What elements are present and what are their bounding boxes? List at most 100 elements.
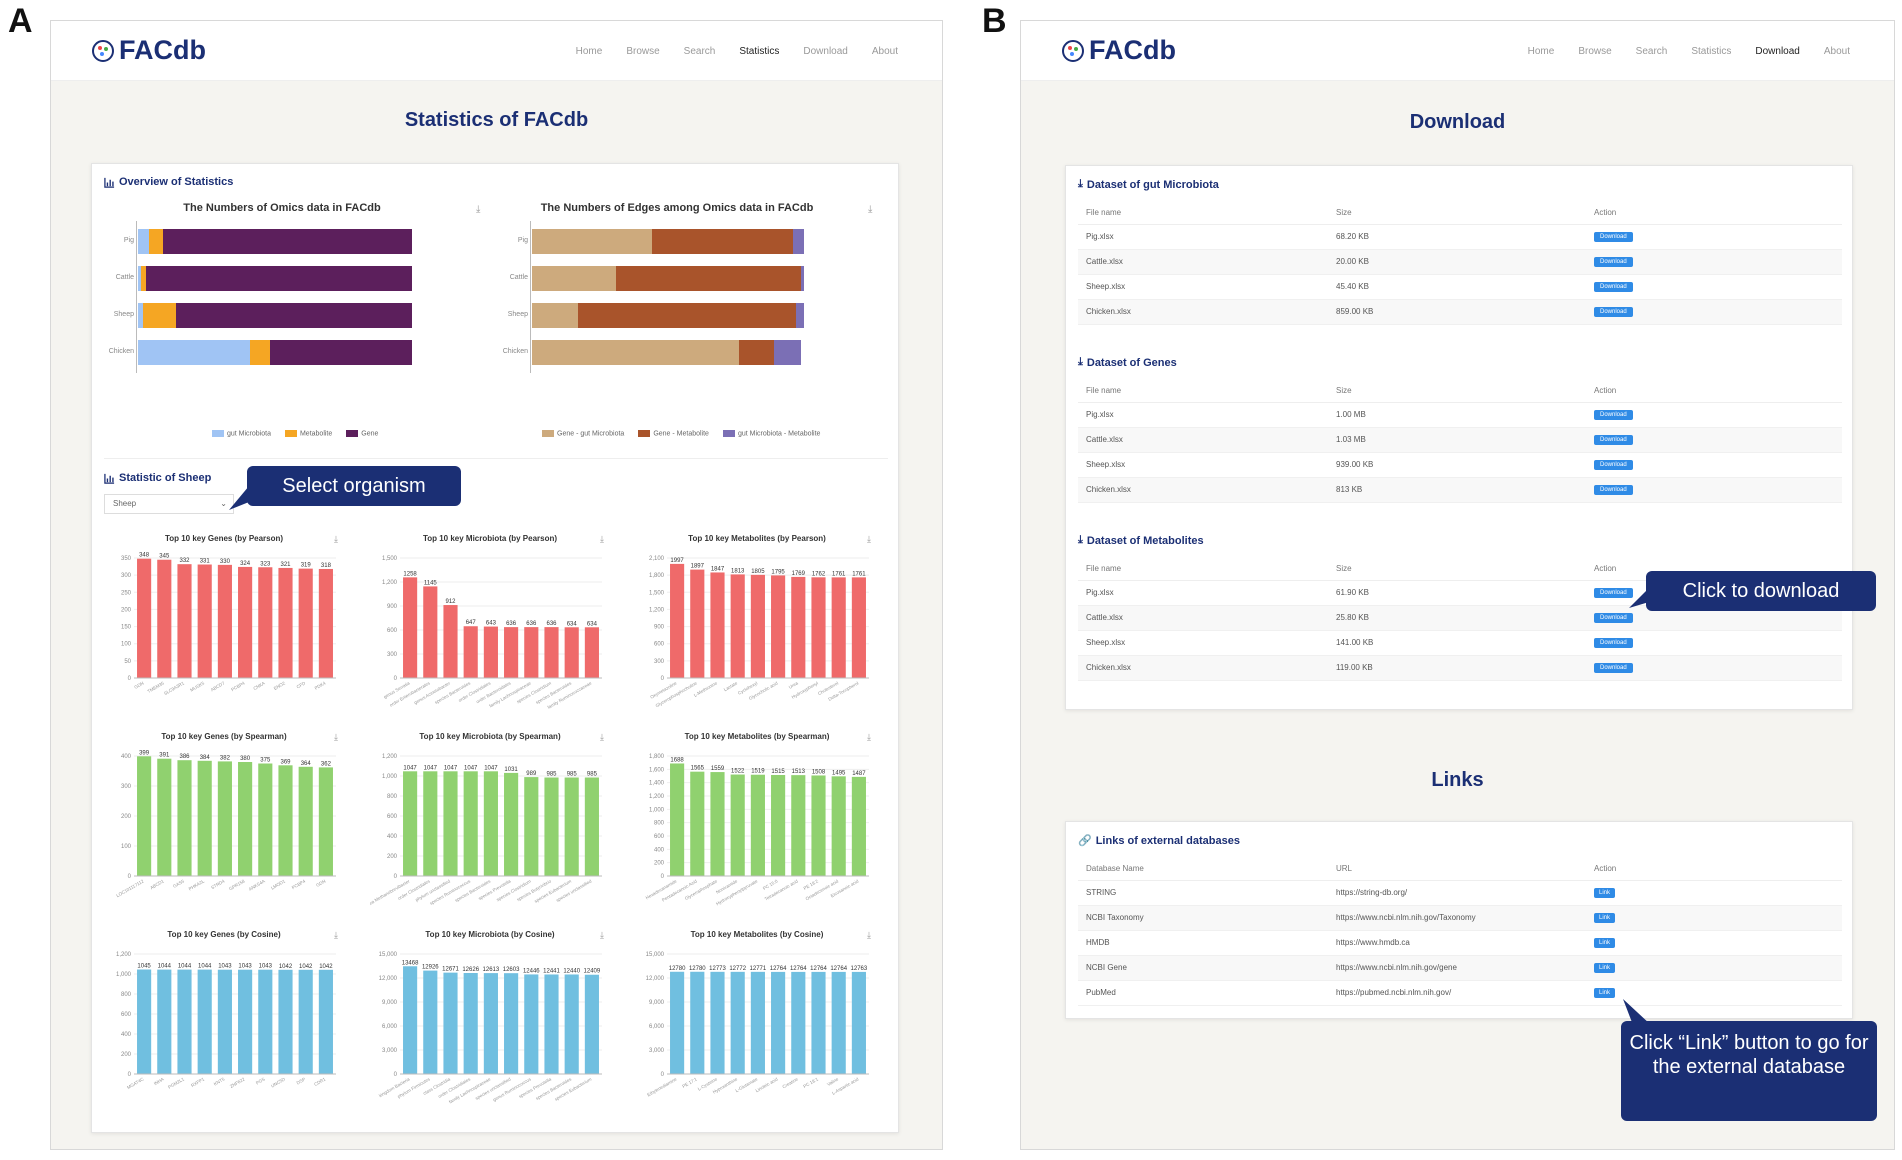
download-icon[interactable]: ⤓ [868,204,873,215]
legend-item: Gene - Metabolite [638,430,709,437]
bar-value-label: 643 [486,621,497,627]
y-tick-label: 0 [394,874,398,880]
bar-segment [651,229,794,254]
callout-select-organism: Select organism [247,466,461,506]
download-button[interactable]: Download [1594,613,1633,623]
y-tick-label: 800 [121,992,132,998]
download-icon[interactable]: ⤓ [600,534,604,544]
bar [318,767,333,876]
bar [298,969,313,1074]
bar-value-label: 634 [567,621,578,627]
download-button[interactable]: Download [1594,282,1633,292]
bar [463,972,478,1074]
nav-download[interactable]: Download [803,46,848,57]
bar-value-label: 1515 [771,769,785,775]
link-button[interactable]: Link [1594,888,1616,898]
axis-line [136,221,137,373]
bar [483,771,498,876]
bar [690,971,705,1074]
download-button[interactable]: Download [1594,232,1633,242]
link-button[interactable]: Link [1594,913,1616,923]
bar-value-label: 636 [506,621,517,627]
legend-item: Gene [346,430,378,437]
top-navbar: FACdb Home Browse Search Statistics Down… [1021,21,1894,81]
mini-chart-svg: 0 200 400 600 800 1,000 1,200 1045 MGAT4C 1044 INH… [116,952,336,1090]
nav-browse[interactable]: Browse [626,46,660,57]
download-button[interactable]: Download [1594,460,1633,470]
download-button[interactable]: Download [1594,588,1633,598]
y-tick-label: 100 [121,642,132,648]
bar-segment [176,303,412,328]
bar [423,586,438,678]
nav-statistics[interactable]: Statistics [1691,46,1732,57]
y-tick-label: 600 [121,1012,132,1018]
bar-value-label: 12780 [689,966,706,972]
table-cell: Download [1586,249,1842,275]
bar-value-label: 985 [546,772,557,778]
table-row: Chicken.xlsx 813 KB Download [1078,477,1842,503]
organism-select[interactable]: Sheep ⌄ [104,494,234,514]
stacked-bar [138,266,412,291]
download-icon[interactable]: ⤓ [600,930,604,940]
table-cell: Link [1586,880,1842,906]
download-icon[interactable]: ⤓ [334,534,338,544]
link-button[interactable]: Link [1594,963,1616,973]
y-tick-label: 0 [128,676,132,682]
download-button[interactable]: Download [1594,663,1633,673]
stacked-bar [532,340,804,365]
nav-statistics[interactable]: Statistics [739,46,780,57]
bar [791,971,806,1074]
table-row: Chicken.xlsx 859.00 KB Download [1078,299,1842,325]
x-tick-label: INHA [153,1077,165,1087]
nav-home[interactable]: Home [1527,46,1555,57]
y-tick-label: 200 [387,854,398,860]
bar-value-label: 12626 [462,967,479,973]
nav-search[interactable]: Search [1635,46,1668,57]
download-icon[interactable]: ⤓ [867,534,871,544]
logo[interactable]: FACdb [1061,35,1176,66]
column-header: Action [1586,202,1842,225]
download-button[interactable]: Download [1594,435,1633,445]
logo[interactable]: FACdb [91,35,206,66]
bar [137,969,152,1074]
bar-value-label: 1044 [198,964,212,970]
y-tick-label: 400 [654,847,665,853]
bar-value-label: 380 [240,756,251,762]
link-button[interactable]: Link [1594,988,1616,998]
download-icon[interactable]: ⤓ [867,732,871,742]
download-button[interactable]: Download [1594,257,1633,267]
download-button[interactable]: Download [1594,638,1633,648]
download-icon[interactable]: ⤓ [867,930,871,940]
bar-value-label: 1042 [299,964,313,970]
download-button[interactable]: Download [1594,485,1633,495]
download-button[interactable]: Download [1594,307,1633,317]
nav-about[interactable]: About [1823,46,1850,57]
download-icon[interactable]: ⤓ [334,732,338,742]
download-button[interactable]: Download [1594,410,1633,420]
bar-value-label: 12671 [442,967,459,973]
download-icon[interactable]: ⤓ [334,930,338,940]
nav-browse[interactable]: Browse [1578,46,1612,57]
table-cell: Pig.xlsx [1078,402,1328,428]
nav-home[interactable]: Home [575,46,603,57]
nav-download[interactable]: Download [1755,46,1800,57]
row-label: Pig [123,237,134,244]
x-tick-label: LMOD1 [270,878,286,890]
y-tick-label: 12,000 [646,976,665,982]
download-icon[interactable]: ⤓ [600,732,604,742]
nav-search[interactable]: Search [683,46,716,57]
nav-about[interactable]: About [871,46,898,57]
bar-value-label: 12772 [729,966,746,972]
bar [710,772,725,876]
mini-bar-chart: Top 10 key Microbiota (by Spearman) ⤓ 0 200… [370,732,610,922]
y-tick-label: 300 [121,784,132,790]
link-button[interactable]: Link [1594,938,1616,948]
bar [584,974,599,1074]
bar-value-label: 345 [159,554,170,560]
bar-segment [616,266,802,291]
x-tick-label: ZNF622 [229,1076,246,1089]
col-action: Action [1586,858,1842,881]
download-icon[interactable]: ⤓ [476,204,481,215]
stacked-bar [532,229,804,254]
row-label: Cattle [509,274,528,281]
